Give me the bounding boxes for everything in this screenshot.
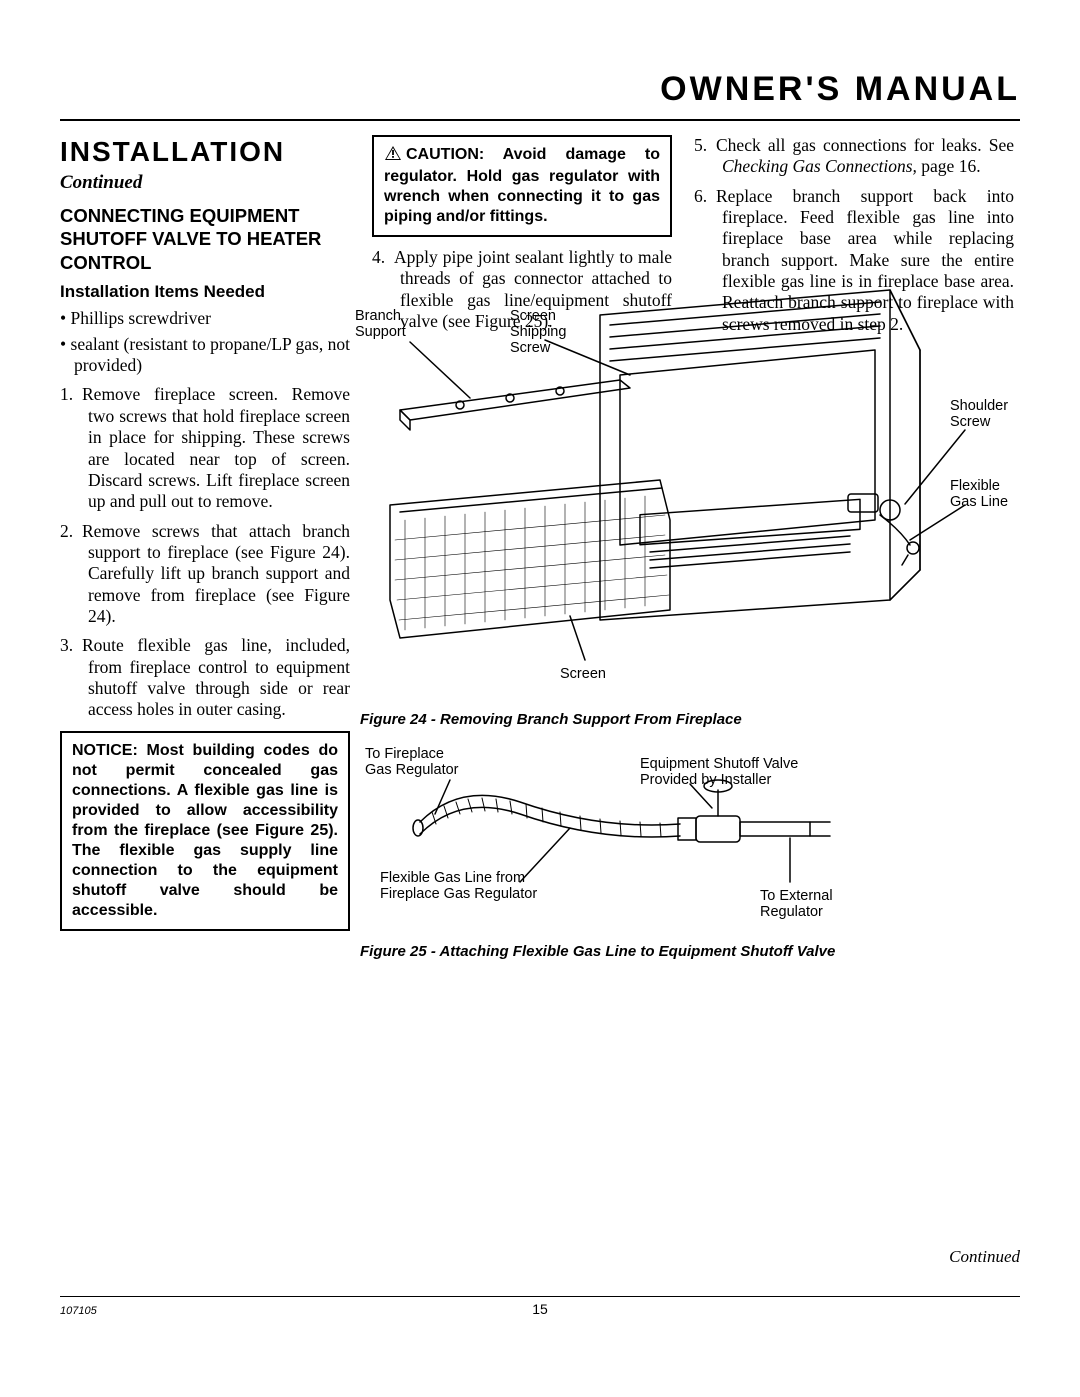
svg-text:FlexibleGas Line: FlexibleGas Line [950,478,1008,510]
step-text: Check all gas connections for leaks. See… [716,135,1014,176]
bullet-item: Phillips screwdriver [74,308,350,329]
svg-text:To ExternalRegulator: To ExternalRegulator [760,888,833,920]
step-text: Remove fireplace screen. Remove two scre… [82,384,350,511]
figure-25: To FireplaceGas Regulator Equipment Shut… [360,742,1010,932]
step-3: 3.Route flexible gas line, included, fro… [88,635,350,720]
step-5: 5.Check all gas connections for leaks. S… [722,135,1014,178]
svg-text:ScreenShippingScrew: ScreenShippingScrew [510,308,566,356]
header-rule [60,119,1020,121]
figure-24: BranchSupport ScreenShippingScrew Should… [350,280,1020,700]
figure-24-caption: Figure 24 - Removing Branch Support From… [360,711,1020,728]
svg-text:To FireplaceGas Regulator: To FireplaceGas Regulator [365,746,459,778]
svg-text:ShoulderScrew: ShoulderScrew [950,398,1008,430]
svg-text:Equipment Shutoff ValveProvide: Equipment Shutoff ValveProvided by Insta… [640,756,798,788]
warning-icon [384,145,402,167]
section-title: INSTALLATION [60,135,350,169]
step-text: Route flexible gas line, included, from … [82,635,350,719]
figure-25-caption: Figure 25 - Attaching Flexible Gas Line … [360,943,1010,960]
steps-list-1: 1.Remove fireplace screen. Remove two sc… [60,384,350,720]
footer-rule [60,1296,1020,1297]
notice-box: NOTICE: Most building codes do not permi… [60,731,350,931]
footer-continued: Continued [949,1247,1020,1267]
step-1: 1.Remove fireplace screen. Remove two sc… [88,384,350,512]
svg-text:BranchSupport: BranchSupport [355,308,406,340]
connecting-heading: CONNECTING EQUIPMENT SHUTOFF VALVE TO HE… [60,204,350,273]
bullet-item: sealant (resistant to propane/LP gas, no… [74,334,350,377]
document-header: OWNER'S MANUAL [60,70,1020,119]
svg-text:Screen: Screen [560,666,606,682]
caution-text: CAUTION: Avoid damage to regulator. Hold… [384,146,660,225]
figures-region: BranchSupport ScreenShippingScrew Should… [350,280,1020,960]
column-1: INSTALLATION Continued CONNECTING EQUIPM… [60,135,350,931]
items-needed-heading: Installation Items Needed [60,282,350,303]
caution-box: CAUTION: Avoid damage to regulator. Hold… [372,135,672,237]
step-2: 2.Remove screws that attach branch suppo… [88,521,350,628]
section-continued: Continued [60,171,350,194]
footer-page-number: 15 [0,1301,1080,1317]
items-needed-list: Phillips screwdriver sealant (resistant … [60,308,350,376]
svg-text:Flexible Gas Line fromFireplac: Flexible Gas Line fromFireplace Gas Regu… [380,870,537,902]
step-text: Remove screws that attach branch support… [82,521,350,626]
